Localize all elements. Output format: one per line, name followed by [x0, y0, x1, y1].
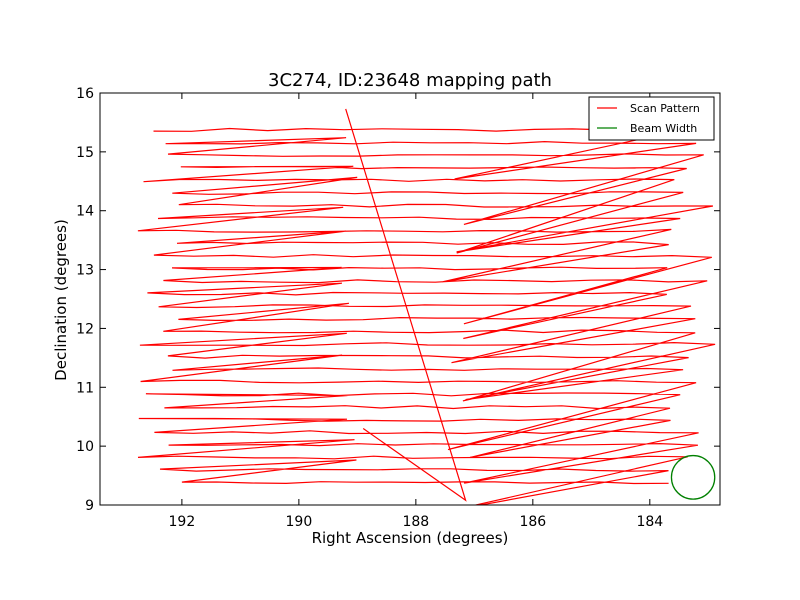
series-layer: [137, 108, 716, 505]
y-tick-label: 13: [76, 263, 94, 279]
y-tick-label: 10: [76, 439, 94, 455]
x-axis-label: Right Ascension (degrees): [312, 529, 509, 547]
scan-pattern-line: [137, 127, 716, 505]
x-tick-label: 186: [519, 514, 546, 530]
y-axis: 9 10 11 12 13 14 15 16: [76, 86, 720, 514]
beam-width-circle: [670, 454, 716, 500]
scan-turnaround-envelope: [345, 108, 467, 502]
y-tick-label: 15: [76, 145, 94, 161]
x-tick-label: 192: [169, 514, 196, 530]
x-tick-label: 188: [402, 514, 429, 530]
y-tick-label: 16: [76, 86, 94, 102]
x-tick-label: 190: [286, 514, 313, 530]
y-axis-label: Declination (degrees): [52, 219, 70, 381]
y-tick-label: 11: [76, 380, 94, 396]
legend-label-beam-width: Beam Width: [630, 122, 697, 135]
legend: Scan Pattern Beam Width: [588, 96, 715, 141]
y-tick-label: 9: [85, 498, 94, 514]
y-tick-label: 12: [76, 321, 94, 337]
plot-frame: [99, 92, 721, 506]
legend-box: [588, 96, 715, 141]
x-tick-label: 184: [636, 514, 663, 530]
legend-label-scan-pattern: Scan Pattern: [630, 102, 700, 115]
x-axis: 192 190 188 186 184: [169, 93, 663, 530]
y-tick-label: 14: [76, 204, 94, 220]
chart-title: 3C274, ID:23648 mapping path: [268, 70, 552, 91]
